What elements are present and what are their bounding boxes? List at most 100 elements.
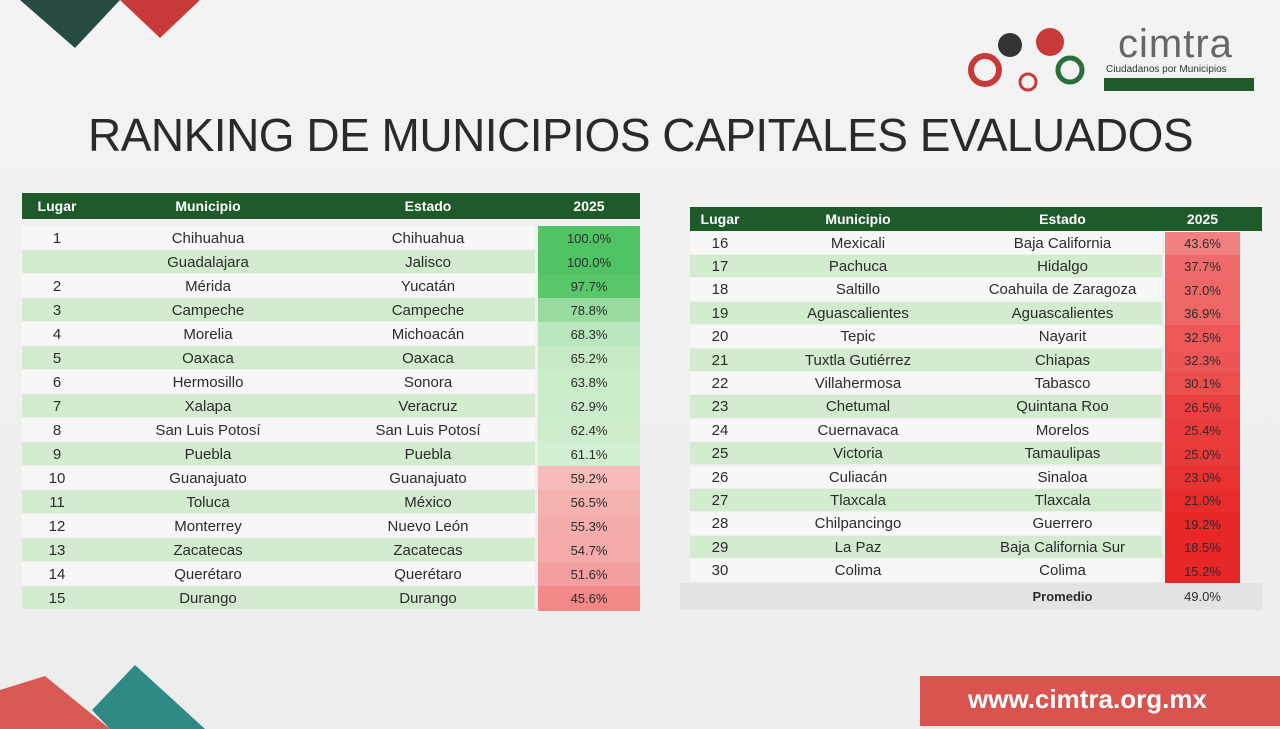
row-bg (690, 395, 1162, 418)
value-cell: 32.3% (1165, 348, 1240, 373)
row-bg (690, 488, 1162, 512)
column-header: 2025 (1186, 211, 1219, 227)
value-cell: 43.6% (1165, 231, 1240, 256)
estado-cell: Aguascalientes (1011, 304, 1114, 322)
row-bg (690, 231, 1162, 254)
row-bg (690, 348, 1162, 371)
estado-cell: Chihuahua (391, 229, 465, 247)
row-bg (690, 465, 1162, 488)
lugar-cell: 11 (49, 493, 65, 511)
value-cell: 97.7% (538, 274, 640, 299)
value-cell: 25.0% (1165, 442, 1240, 466)
estado-cell: Tlaxcala (1034, 492, 1091, 510)
value-cell: 56.5% (538, 490, 640, 515)
row-bg (690, 559, 1162, 582)
column-header: 2025 (573, 198, 605, 214)
logo-shape (1055, 55, 1085, 85)
value-cell: 55.3% (538, 514, 640, 539)
lugar-cell: 29 (711, 538, 729, 556)
value-cell: 78.8% (538, 298, 640, 323)
lugar-cell: 30 (711, 562, 729, 580)
estado-cell: Campeche (391, 301, 465, 319)
estado-cell: Nayarit (1038, 328, 1087, 346)
estado-cell: Coahuila de Zaragoza (988, 281, 1137, 299)
estado-cell: Colima (1039, 562, 1086, 580)
value-cell: 19.2% (1165, 512, 1240, 537)
municipio-cell: Cuernavaca (817, 421, 899, 439)
triangle-dark (20, 0, 120, 48)
municipio-cell: Villahermosa (814, 375, 902, 393)
row-bg (690, 254, 1162, 278)
row-bg (690, 418, 1162, 442)
value-cell: 100.0% (538, 250, 640, 275)
estado-cell: Michoacán (391, 325, 465, 343)
value-cell: 61.1% (538, 442, 640, 467)
row-bg (22, 370, 535, 393)
municipio-cell: Chilpancingo (814, 515, 902, 533)
lugar-cell: 21 (711, 351, 729, 369)
value-cell: 26.5% (1165, 395, 1240, 420)
average-value: 49.0% (1184, 588, 1221, 604)
value-cell: 37.0% (1165, 278, 1240, 303)
row-bg (22, 490, 535, 513)
municipio-cell: Oaxaca (182, 349, 234, 367)
lugar-cell: 28 (711, 515, 729, 533)
lugar-cell: 24 (711, 421, 729, 439)
lugar-cell: 2 (52, 277, 62, 295)
row-bg (22, 298, 535, 321)
column-header: Lugar (37, 198, 77, 214)
footer-url: www.cimtra.org.mx (968, 684, 1207, 714)
triangle-red (120, 0, 200, 38)
lugar-cell: 23 (711, 398, 729, 416)
municipio-cell: Mexicali (830, 234, 886, 252)
value-cell: 30.1% (1165, 371, 1240, 396)
logo-subtitle: Ciudadanos por Municipios (1106, 64, 1227, 75)
estado-cell: Hidalgo (1037, 258, 1088, 276)
row-bg (690, 442, 1162, 465)
value-cell: 62.9% (538, 394, 640, 419)
value-cell: 59.2% (538, 466, 640, 491)
value-cell: 21.0% (1165, 488, 1240, 513)
lugar-cell: 16 (711, 234, 729, 252)
municipio-cell: Tuxtla Gutiérrez (804, 351, 912, 369)
municipio-cell: Campeche (171, 301, 245, 319)
lugar-cell: 8 (52, 421, 62, 439)
estado-cell: Sonora (403, 373, 453, 391)
municipio-cell: Saltillo (835, 281, 881, 299)
value-cell: 32.5% (1165, 325, 1240, 349)
estado-cell: Morelos (1035, 421, 1090, 439)
estado-cell: Durango (399, 589, 457, 607)
municipio-cell: Hermosillo (172, 373, 244, 391)
row-bg (22, 226, 535, 249)
municipio-cell: Chetumal (825, 398, 891, 416)
lugar-cell: 6 (52, 373, 62, 391)
row-bg (22, 586, 535, 609)
estado-cell: México (404, 493, 452, 511)
table-header-bg (22, 193, 640, 219)
lugar-cell: 4 (52, 325, 62, 343)
estado-cell: Chiapas (1034, 351, 1091, 369)
title: RANKING DE MUNICIPIOS CAPITALES EVALUADO… (88, 109, 1194, 161)
column-header: Municipio (825, 211, 891, 227)
column-header: Estado (404, 198, 452, 214)
footer-bar (920, 676, 1280, 726)
column-header: Estado (1039, 211, 1086, 227)
municipio-cell: Tlaxcala (830, 492, 886, 510)
municipio-cell: Pachuca (828, 258, 888, 276)
estado-cell: Puebla (404, 445, 452, 463)
value-cell: 18.5% (1165, 535, 1240, 560)
logo-bar (1104, 78, 1254, 91)
lugar-cell: 7 (52, 397, 62, 415)
value-cell: 25.4% (1165, 418, 1240, 443)
municipio-cell: Guanajuato (169, 469, 247, 487)
estado-cell: Yucatán (400, 277, 456, 295)
estado-cell: Sinaloa (1037, 468, 1088, 486)
municipio-cell: Colima (834, 562, 882, 580)
footer-row-bg (680, 582, 1262, 610)
municipio-cell: Tepic (840, 328, 876, 346)
row-bg (22, 322, 535, 345)
triangle-red-bottom (0, 676, 110, 729)
row-bg (690, 301, 1162, 325)
lugar-cell: 14 (48, 565, 66, 583)
